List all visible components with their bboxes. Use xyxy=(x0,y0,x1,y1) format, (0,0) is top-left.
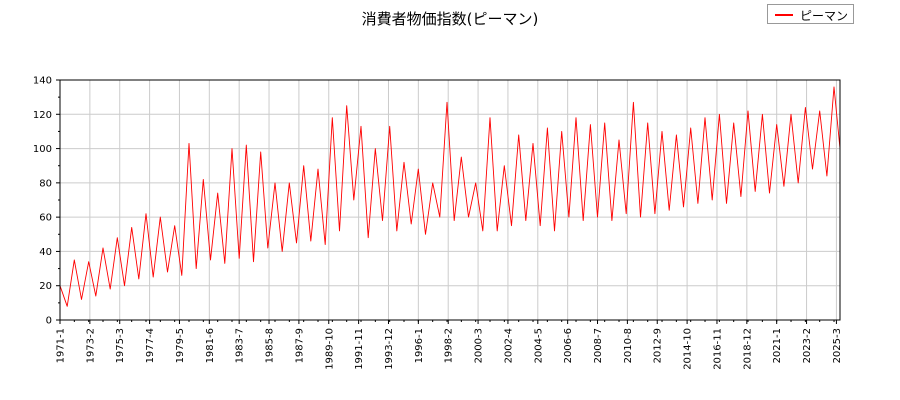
y-tick-label: 120 xyxy=(33,110,52,121)
x-tick-label: 2010-8 xyxy=(623,328,634,363)
x-tick-label: 1981-6 xyxy=(205,328,216,363)
x-tick-label: 1998-2 xyxy=(444,328,455,363)
x-tick-label: 2004-5 xyxy=(533,328,544,363)
x-tick-label: 1989-10 xyxy=(324,328,335,370)
series-layer xyxy=(59,86,841,307)
x-tick-label: 2023-2 xyxy=(802,328,813,363)
legend-label: ピーマン xyxy=(800,9,849,23)
series-line-0 xyxy=(59,86,841,307)
x-tick-label: 1991-11 xyxy=(354,328,365,370)
x-tick-label: 2002-4 xyxy=(503,328,514,363)
x-tick-label: 2021-1 xyxy=(772,328,783,363)
x-tick-label: 1983-7 xyxy=(235,328,246,363)
x-tick-label: 2018-12 xyxy=(742,328,753,370)
x-tick-label: 1971-1 xyxy=(56,328,67,363)
x-tick-label: 1996-1 xyxy=(414,328,425,363)
y-tick-label: 100 xyxy=(33,144,52,155)
plot-frame xyxy=(59,79,841,321)
chart-title: 消費者物価指数(ピーマン) xyxy=(361,10,539,28)
y-tick-label: 20 xyxy=(39,281,52,292)
x-tick-label: 2016-11 xyxy=(712,328,723,370)
x-tick-label: 2008-7 xyxy=(593,328,604,363)
x-tick-label: 2012-9 xyxy=(653,328,664,363)
legend: ピーマン xyxy=(767,4,854,24)
grid-lines xyxy=(59,79,840,321)
x-tick-label: 1985-8 xyxy=(265,328,276,363)
x-tick-label: 1979-5 xyxy=(175,328,186,363)
x-tick-label: 1987-9 xyxy=(294,328,305,363)
y-tick-label: 60 xyxy=(39,213,52,224)
x-tick-label: 2025-3 xyxy=(832,328,843,363)
y-tick-label: 0 xyxy=(46,316,52,327)
y-tick-label: 80 xyxy=(39,178,52,189)
x-axis: 1971-1 1973-2 1975-3 1977-4 1979-5 1981-6 1983… xyxy=(56,320,843,370)
x-tick-label: 2006-6 xyxy=(563,328,574,363)
y-tick-label: 140 xyxy=(33,76,52,87)
x-tick-label: 1975-3 xyxy=(115,328,126,363)
x-tick-label: 1973-2 xyxy=(85,328,96,363)
x-tick-label: 1993-12 xyxy=(384,328,395,370)
y-tick-label: 40 xyxy=(39,247,52,258)
legend-swatch xyxy=(775,14,793,16)
y-axis: 0 20 40 60 80 100 120 140 xyxy=(33,76,60,327)
x-tick-label: 2014-10 xyxy=(683,328,694,370)
x-tick-label: 2000-3 xyxy=(474,328,485,363)
x-tick-label: 1977-4 xyxy=(145,328,156,363)
